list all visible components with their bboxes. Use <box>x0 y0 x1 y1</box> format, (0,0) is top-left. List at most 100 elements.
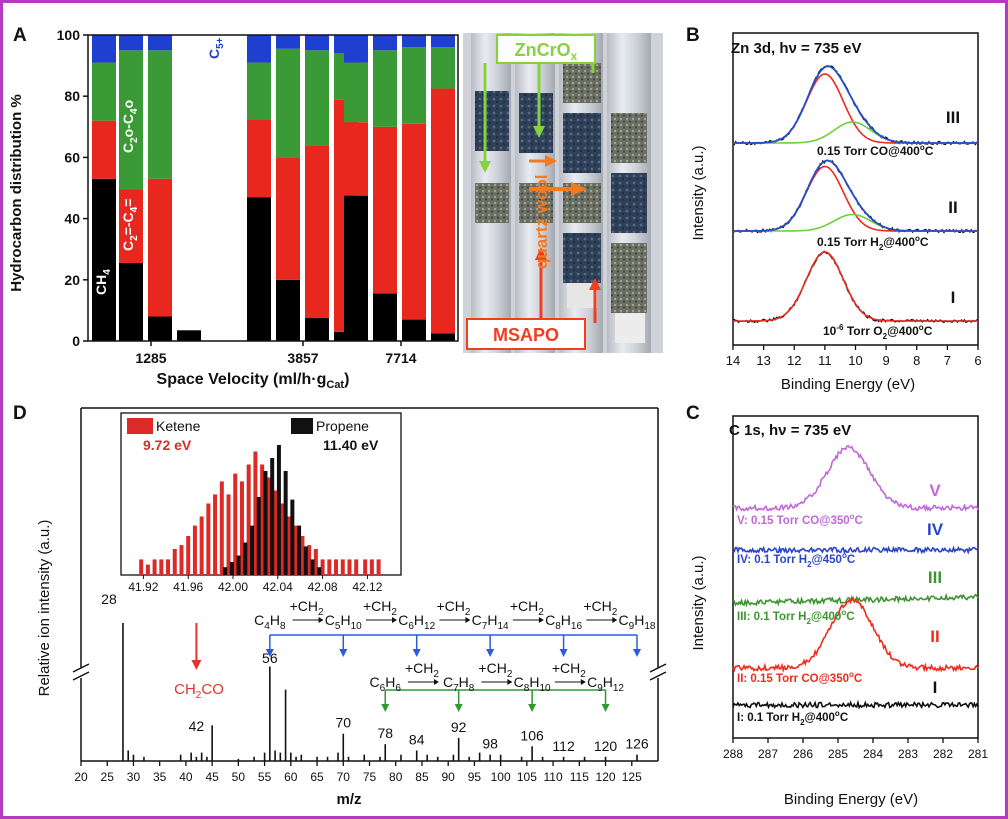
ketene-bar <box>139 559 144 575</box>
panel-d-xtick-label: 100 <box>491 770 511 784</box>
bar-segment-c5 <box>247 35 271 63</box>
ketene-bar <box>307 545 312 575</box>
propene-bar <box>270 458 275 575</box>
ketene-bar <box>145 564 150 575</box>
panel-d-xtick-label: 80 <box>389 770 403 784</box>
ketene-bar <box>192 525 197 575</box>
panel-b-xtick-label: 11 <box>818 353 832 368</box>
bar-segment-c5 <box>402 35 426 48</box>
chain-c6-step-label: +CH2 <box>478 660 512 680</box>
panel-c-xtick-label: 284 <box>863 747 883 761</box>
panel-d-xtick-label: 30 <box>127 770 141 784</box>
panel-c-xtick-label: 282 <box>933 747 953 761</box>
panel-d-chart: 20 25 30 35 40 45 50 55 60 65 70 75 80 85 90 95 100 105 11… <box>36 407 667 808</box>
chain-c4-step-label: +CH2 <box>510 598 544 618</box>
ketene-bar <box>280 503 285 575</box>
ketene-bar <box>213 494 218 575</box>
bar-segment-ch4 <box>431 333 455 341</box>
ms-peak-label: 56 <box>262 650 278 666</box>
ch2co-annotation: CH2CO <box>174 681 224 701</box>
bar-segment-c5 <box>344 35 368 63</box>
panel-c-spectrum-ii <box>732 595 979 673</box>
panel-c-chart: 288 287 286 285 284 283 282 281 C 1s, hν = 735 … <box>690 415 988 808</box>
ms-peak-label: 120 <box>594 738 618 754</box>
panel-d-xtick-label: 85 <box>415 770 429 784</box>
panel-a-ytick-label: 60 <box>64 149 80 165</box>
panel-b-spectrum-label: I <box>951 288 956 307</box>
ketene-bar <box>219 481 224 575</box>
legend-propene-label: Propene <box>316 418 369 434</box>
bar-segment-c2oc4o <box>305 50 329 146</box>
panel-label-c: C <box>686 403 700 424</box>
panel-c-frame <box>732 415 979 739</box>
propene-bar <box>317 567 322 575</box>
bar-segment-c2c4 <box>373 126 397 294</box>
panel-b-xtick-label: 14 <box>726 353 740 368</box>
panel-a-ytick-label: 0 <box>72 333 80 349</box>
panel-d-xtick-label: 110 <box>544 770 563 784</box>
bar-segment-c2oc4o <box>119 50 143 190</box>
panel-d-xtick-label: 50 <box>232 770 246 784</box>
panel-d-xtick-label: 55 <box>258 770 272 784</box>
legend-propene-swatch <box>291 418 313 434</box>
bar-segment-c5 <box>305 35 329 51</box>
panel-c-spectrum-label: III <box>928 568 942 587</box>
panel-c-xlabel: Binding Energy (eV) <box>784 791 918 808</box>
axis-break-mark <box>649 663 667 673</box>
legend-ketene-energy: 9.72 eV <box>143 437 192 453</box>
chain-c4-step-label: +CH2 <box>290 598 324 618</box>
ketene-bar <box>320 559 325 575</box>
panel-d-xtick-label: 65 <box>310 770 324 784</box>
panel-b-xtick-label: 10 <box>848 353 862 368</box>
panel-b-condition-label: 0.15 Torr CO@400oC <box>817 143 934 158</box>
zncrox-label: ZnCrOx <box>515 40 578 63</box>
bar-segment-c5 <box>431 35 455 48</box>
bar-segment-c2oc4o <box>247 62 271 120</box>
legend-ketene-label: Ketene <box>156 418 201 434</box>
ketene-bar <box>166 559 171 575</box>
bar-segment-ch4 <box>402 319 426 341</box>
ketene-bar <box>273 490 278 575</box>
bar-segment-c2c4 <box>431 88 455 334</box>
ms-peak-label: 106 <box>520 727 544 743</box>
chain-c4-arrowhead <box>486 649 495 657</box>
panel-c-xtick-label: 285 <box>828 747 848 761</box>
ms-peak-label: 126 <box>625 736 649 752</box>
panel-d-xtick-label: 60 <box>284 770 298 784</box>
inset-xtick-label: 42.00 <box>218 580 248 594</box>
panel-c-xtick-label: 286 <box>793 747 813 761</box>
ketene-bar <box>226 494 231 575</box>
propene-bar <box>303 546 308 575</box>
panel-d-xtick-label: 90 <box>442 770 456 784</box>
panel-b-condition-label: 0.15 Torr H2@400oC <box>817 234 929 252</box>
ms-peak-label: 42 <box>189 718 205 734</box>
chain-c6-species: C9H12 <box>587 674 624 694</box>
ketene-bar <box>347 559 352 575</box>
ketene-bar <box>253 451 258 575</box>
ketene-bar <box>186 536 191 575</box>
panel-a-xtick-label: 7714 <box>385 350 416 366</box>
panel-b-xlabel: Binding Energy (eV) <box>781 376 915 393</box>
panel-b-xtick-label: 7 <box>944 353 951 368</box>
panel-a-xtick-label: 3857 <box>287 350 318 366</box>
panel-label-a: A <box>13 25 27 46</box>
panel-b-raw-data <box>732 159 979 234</box>
ketene-bar <box>363 559 368 575</box>
chain-c4-species: C8H16 <box>545 612 582 632</box>
chain-c4-step-arrowhead <box>391 617 397 623</box>
panel-a-chart: 0 20 40 60 80 100 1285 3857 7714 Hydrocarbon dis… <box>8 27 459 391</box>
chain-c4-species: C6H12 <box>398 612 435 632</box>
chain-c4-step-arrowhead <box>612 617 618 623</box>
axis-break-mark <box>72 663 90 673</box>
propene-bar <box>236 555 241 575</box>
propene-bar <box>256 497 261 575</box>
bar-segment-ch4 <box>373 293 397 341</box>
bar-segment-c5 <box>92 35 116 63</box>
panel-d-xtick-label: 105 <box>517 770 537 784</box>
chain-c4-arrowhead <box>559 649 568 657</box>
ketene-bar <box>300 536 305 575</box>
panel-b-fit-envelope <box>732 159 978 232</box>
bar-segment-c5 <box>119 35 143 51</box>
ms-peak-label: 98 <box>482 736 498 752</box>
